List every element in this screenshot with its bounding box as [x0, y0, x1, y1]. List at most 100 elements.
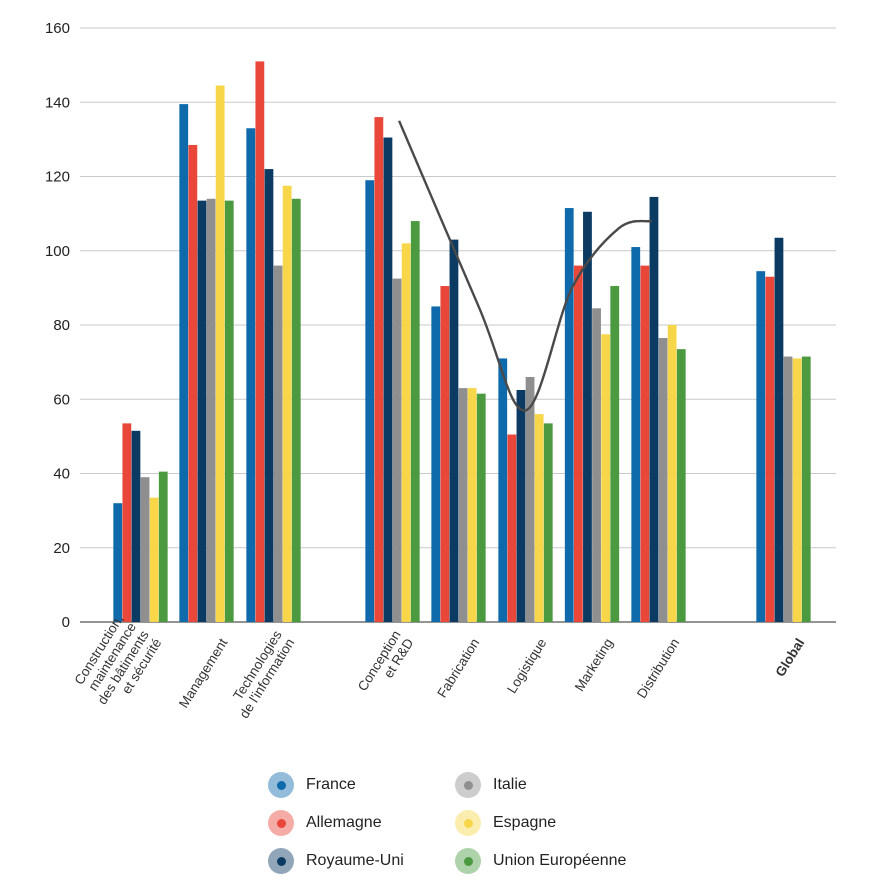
- x-category-label: Distribution: [634, 636, 683, 701]
- bar: [113, 503, 123, 622]
- bar: [431, 306, 441, 622]
- bar: [401, 243, 411, 622]
- legend-swatch: [455, 772, 481, 798]
- bar: [440, 286, 450, 622]
- bar: [467, 388, 477, 622]
- bar: [392, 278, 402, 622]
- bar: [140, 477, 150, 622]
- legend-swatch: [455, 848, 481, 874]
- legend-item: Royaume-Uni: [268, 848, 404, 874]
- x-category-label-line: Distribution: [634, 636, 683, 701]
- legend-item: Italie: [455, 772, 527, 798]
- legend-label: Italie: [493, 776, 527, 793]
- bar: [564, 208, 574, 622]
- legend-swatch: [268, 848, 294, 874]
- bar-chart: 0 20 40 60 80 100 120 140 160 Construction,maint…: [45, 20, 836, 721]
- legend-item: Espagne: [455, 810, 556, 836]
- bar: [188, 144, 198, 622]
- bar: [255, 61, 265, 623]
- bar: [246, 128, 256, 623]
- bars: [113, 61, 811, 623]
- legend-item: Union Européenne: [455, 848, 626, 874]
- bar: [374, 117, 384, 622]
- bar: [179, 104, 189, 623]
- bar: [291, 198, 301, 622]
- x-category-label: Global: [772, 636, 807, 680]
- x-category-label: Management: [176, 636, 231, 711]
- x-category-label-line: Marketing: [572, 636, 616, 694]
- bar: [282, 185, 292, 622]
- bar: [264, 169, 274, 622]
- legend-item: Allemagne: [268, 810, 382, 836]
- bar: [801, 356, 811, 622]
- bar: [498, 358, 508, 622]
- bar: [573, 265, 583, 622]
- legend-item: France: [268, 772, 356, 798]
- bar: [667, 325, 677, 622]
- bar: [122, 423, 132, 622]
- y-tick-label: 140: [45, 94, 70, 111]
- bar: [449, 239, 459, 623]
- y-axis-ticks: 0 20 40 60 80 100 120 140 160: [45, 20, 70, 631]
- legend-label: Espagne: [493, 814, 557, 831]
- bar: [197, 200, 207, 622]
- y-tick-label: 80: [53, 317, 70, 334]
- x-category-label: Logistique: [504, 636, 549, 696]
- bar: [640, 265, 650, 622]
- bar: [206, 198, 216, 622]
- bar: [756, 271, 766, 622]
- bar: [534, 414, 544, 622]
- trend-line: [397, 120, 653, 412]
- x-category-label: Marketing: [572, 636, 616, 694]
- legend-label: France: [306, 776, 356, 793]
- legend-label: Allemagne: [306, 814, 382, 831]
- legend-swatch: [455, 810, 481, 836]
- bar: [458, 388, 468, 622]
- bar: [131, 430, 141, 622]
- bar: [601, 334, 611, 622]
- bar: [783, 356, 793, 622]
- x-category-label-line: Fabrication: [434, 636, 482, 701]
- x-category-label-line: Logistique: [504, 636, 549, 696]
- legend-label: Union Européenne: [493, 852, 627, 869]
- bar: [158, 471, 168, 622]
- bar: [583, 211, 592, 622]
- bar: [273, 265, 283, 622]
- bar: [610, 286, 620, 622]
- bar: [516, 389, 526, 622]
- x-category-label-line: Management: [176, 636, 231, 711]
- bar: [224, 200, 234, 622]
- y-tick-label: 40: [53, 466, 70, 483]
- legend-label: Royaume-Uni: [306, 852, 404, 869]
- x-category-label: Fabrication: [434, 636, 482, 701]
- legend-swatch: [268, 810, 294, 836]
- bar: [765, 276, 775, 622]
- bar: [149, 497, 159, 622]
- bar: [658, 337, 668, 622]
- bar: [410, 221, 420, 623]
- y-tick-label: 100: [45, 243, 70, 260]
- bar: [507, 434, 517, 622]
- bar: [592, 308, 601, 622]
- bar: [215, 85, 225, 623]
- y-tick-label: 0: [62, 614, 70, 631]
- bar: [676, 349, 686, 622]
- bar: [365, 180, 375, 622]
- y-tick-label: 60: [53, 391, 70, 408]
- bar: [631, 247, 641, 623]
- y-tick-label: 160: [45, 20, 70, 37]
- bar: [476, 393, 486, 622]
- y-tick-label: 120: [45, 169, 70, 186]
- bar: [525, 376, 535, 622]
- bar: [649, 196, 659, 623]
- y-tick-label: 20: [53, 540, 70, 557]
- legend-swatch: [268, 772, 294, 798]
- x-category-label-line: Global: [772, 636, 807, 680]
- bar: [792, 358, 802, 622]
- bar: [543, 423, 553, 622]
- bar: [383, 137, 393, 622]
